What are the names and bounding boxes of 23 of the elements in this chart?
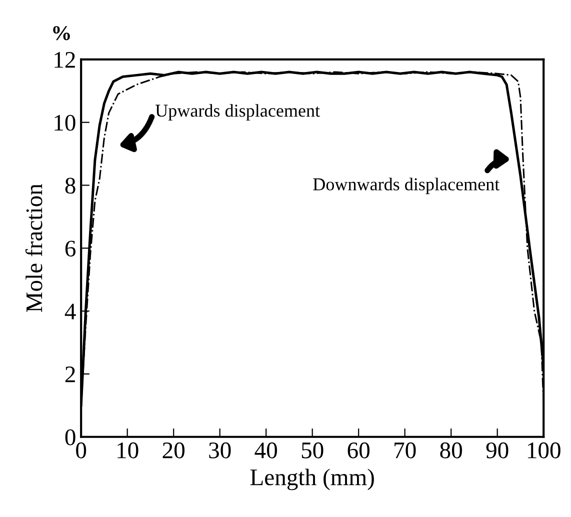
y-axis-title: Mole fraction [25,184,42,312]
y-tick-label: 8 [65,178,76,194]
x-axis-title: Length (mm) [250,468,374,490]
annotation: Upwards displacement [155,104,320,120]
x-tick-label: 20 [162,442,184,458]
y-tick-label: 10 [54,114,76,131]
y-tick-label: 6 [65,240,76,257]
x-tick-label: 30 [209,442,231,458]
x-tick-label: 0 [76,442,86,458]
annotation: Downwards displacement [313,178,500,194]
x-tick-label: 100 [528,442,560,458]
y-tick-label: 12 [54,52,75,68]
x-tick-label: 70 [394,442,416,458]
y-tick-label: 4 [64,304,76,320]
x-tick-label: 50 [302,442,324,458]
x-tick-label: 60 [348,442,370,458]
x-tick-label: 90 [486,442,508,458]
y-tick-label: 0 [65,429,76,446]
y-tick-label: 2 [65,366,75,382]
x-tick-label: 80 [440,442,462,458]
x-tick-label: 40 [254,442,277,458]
text: % [53,26,70,40]
x-tick-label: 10 [118,442,138,458]
